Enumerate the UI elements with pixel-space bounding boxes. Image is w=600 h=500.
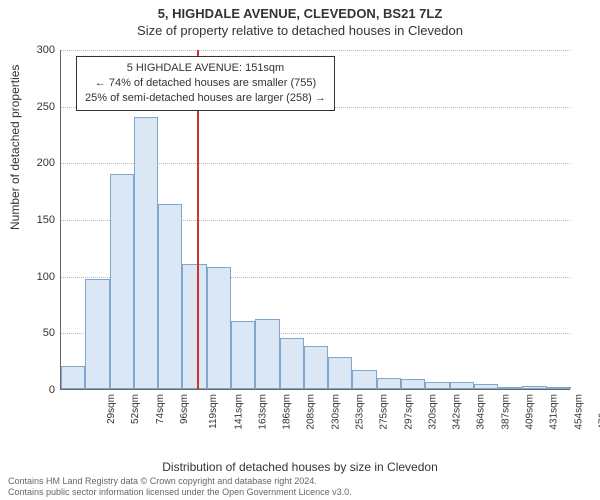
histogram-bar xyxy=(522,386,546,389)
y-tick-label: 300 xyxy=(0,44,55,56)
x-tick-label: 119sqm xyxy=(208,394,219,429)
x-tick-label: 141sqm xyxy=(233,394,244,430)
histogram-bar xyxy=(474,384,498,389)
histogram-bar xyxy=(450,382,474,389)
chart-title-desc: Size of property relative to detached ho… xyxy=(0,21,600,38)
grid-line xyxy=(61,50,570,51)
x-axis-label: Distribution of detached houses by size … xyxy=(0,460,600,474)
histogram-bar xyxy=(280,338,304,389)
x-tick-label: 364sqm xyxy=(476,394,487,430)
caption-line2: Contains public sector information licen… xyxy=(8,487,352,497)
property-info-box: 5 HIGHDALE AVENUE: 151sqm ← 74% of detac… xyxy=(76,56,335,111)
y-tick-label: 150 xyxy=(0,214,55,226)
info-line-larger: 25% of semi-detached houses are larger (… xyxy=(85,91,326,106)
x-tick-label: 29sqm xyxy=(106,394,117,424)
license-caption: Contains HM Land Registry data © Crown c… xyxy=(8,476,592,498)
y-tick-label: 50 xyxy=(0,327,55,339)
histogram-bar xyxy=(85,279,109,389)
chart-title-address: 5, HIGHDALE AVENUE, CLEVEDON, BS21 7LZ xyxy=(0,0,600,21)
histogram-bar xyxy=(401,379,425,389)
info-line-size: 5 HIGHDALE AVENUE: 151sqm xyxy=(85,61,326,76)
histogram-bar xyxy=(377,378,401,389)
x-tick-label: 186sqm xyxy=(282,394,293,430)
info-line-smaller: ← 74% of detached houses are smaller (75… xyxy=(85,76,326,91)
x-tick-label: 320sqm xyxy=(427,394,438,430)
y-tick-label: 100 xyxy=(0,271,55,283)
x-tick-label: 208sqm xyxy=(306,394,317,430)
histogram-bar xyxy=(498,387,522,389)
x-tick-label: 275sqm xyxy=(379,394,390,430)
y-tick-label: 0 xyxy=(0,384,55,396)
y-tick-label: 200 xyxy=(0,157,55,169)
x-tick-label: 387sqm xyxy=(500,394,511,430)
caption-line1: Contains HM Land Registry data © Crown c… xyxy=(8,476,317,486)
histogram-bar xyxy=(134,117,158,389)
x-tick-label: 253sqm xyxy=(355,394,366,430)
histogram-bar xyxy=(547,387,571,389)
x-tick-label: 74sqm xyxy=(155,394,166,424)
x-tick-label: 163sqm xyxy=(257,394,268,430)
x-tick-label: 409sqm xyxy=(525,394,536,430)
x-tick-label: 96sqm xyxy=(179,394,190,424)
x-tick-label: 342sqm xyxy=(452,394,463,430)
histogram-bar xyxy=(352,370,376,389)
x-tick-label: 52sqm xyxy=(130,394,141,424)
histogram-bar xyxy=(158,204,182,389)
histogram-bar xyxy=(425,382,449,389)
x-tick-label: 431sqm xyxy=(549,394,560,430)
histogram-bar xyxy=(255,319,279,389)
y-axis-label: Number of detached properties xyxy=(8,65,22,230)
histogram-bar xyxy=(207,267,231,389)
histogram-bar xyxy=(61,366,85,389)
histogram-bar xyxy=(110,174,134,389)
histogram-bar xyxy=(328,357,352,389)
histogram-bar xyxy=(304,346,328,389)
x-tick-label: 297sqm xyxy=(403,394,414,430)
y-tick-label: 250 xyxy=(0,101,55,113)
x-tick-label: 230sqm xyxy=(330,394,341,430)
x-tick-label: 454sqm xyxy=(573,394,584,430)
histogram-bar xyxy=(231,321,255,389)
histogram-bar xyxy=(182,264,206,389)
figure-container: 5, HIGHDALE AVENUE, CLEVEDON, BS21 7LZ S… xyxy=(0,0,600,500)
